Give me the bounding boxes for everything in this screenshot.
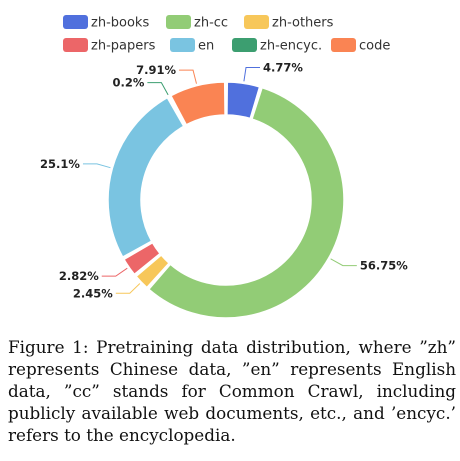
legend-label: zh-others (272, 16, 334, 31)
leader-line-zh-books (243, 67, 261, 82)
legend-item-en[interactable]: en (170, 38, 214, 54)
chart-legend: zh-books zh-cc zh-others zh-papers en zh-ency… (63, 15, 390, 54)
legend-swatch (63, 38, 88, 52)
leader-line-en (82, 163, 111, 169)
legend-label: en (198, 39, 214, 54)
legend-item-zh-books[interactable]: zh-books (63, 15, 149, 31)
leader-line-zh-others (115, 283, 141, 294)
slice-code[interactable] (170, 81, 226, 126)
slice-zh-papers[interactable] (123, 241, 161, 276)
legend-label: zh-cc (194, 16, 228, 31)
label-leader-lines (82, 67, 357, 294)
legend-label: code (359, 39, 390, 54)
legend-label: zh-encyc. (260, 39, 322, 54)
legend-item-zh-cc[interactable]: zh-cc (166, 15, 228, 31)
legend-label: zh-papers (91, 39, 156, 54)
legend-swatch (166, 15, 191, 29)
pct-label-zh-encyc: 0.2% (112, 76, 144, 90)
donut-chart: zh-books zh-cc zh-others zh-papers en zh-ency… (40, 15, 408, 319)
legend-swatch (331, 38, 356, 52)
slice-zh-encyc[interactable] (167, 95, 187, 127)
pct-label-en: 25.1% (40, 157, 80, 171)
leader-line-zh-cc (330, 258, 357, 267)
pct-label-zh-cc: 56.75% (360, 259, 408, 273)
legend-swatch (244, 15, 269, 29)
legend-item-code[interactable]: code (331, 38, 390, 54)
leader-line-zh-papers (101, 267, 128, 277)
legend-item-zh-others[interactable]: zh-others (244, 15, 334, 31)
leader-line-zh-encyc (147, 82, 169, 96)
legend-label: zh-books (91, 16, 149, 31)
donut-slices (107, 81, 345, 319)
slice-en[interactable] (107, 96, 185, 258)
pct-label-zh-papers: 2.82% (59, 269, 99, 283)
legend-swatch (63, 15, 88, 29)
legend-swatch (170, 38, 195, 52)
pct-label-zh-others: 2.45% (73, 286, 113, 300)
legend-swatch (232, 38, 257, 52)
pct-label-code: 7.91% (136, 63, 176, 77)
percentage-labels: 4.77% 56.75% 2.45% 2.82% 25.1% 0.2%7.91% (40, 61, 408, 301)
pct-label-zh-books: 4.77% (263, 61, 303, 75)
slice-zh-books[interactable] (226, 81, 261, 120)
slice-zh-cc[interactable] (148, 86, 345, 319)
slice-zh-others[interactable] (135, 254, 170, 289)
legend-item-zh-encyc[interactable]: zh-encyc. (232, 38, 322, 54)
figure-caption: Figure 1: Pretraining data distribution,… (8, 337, 456, 445)
leader-line-code (179, 69, 197, 84)
legend-item-zh-papers[interactable]: zh-papers (63, 38, 156, 54)
